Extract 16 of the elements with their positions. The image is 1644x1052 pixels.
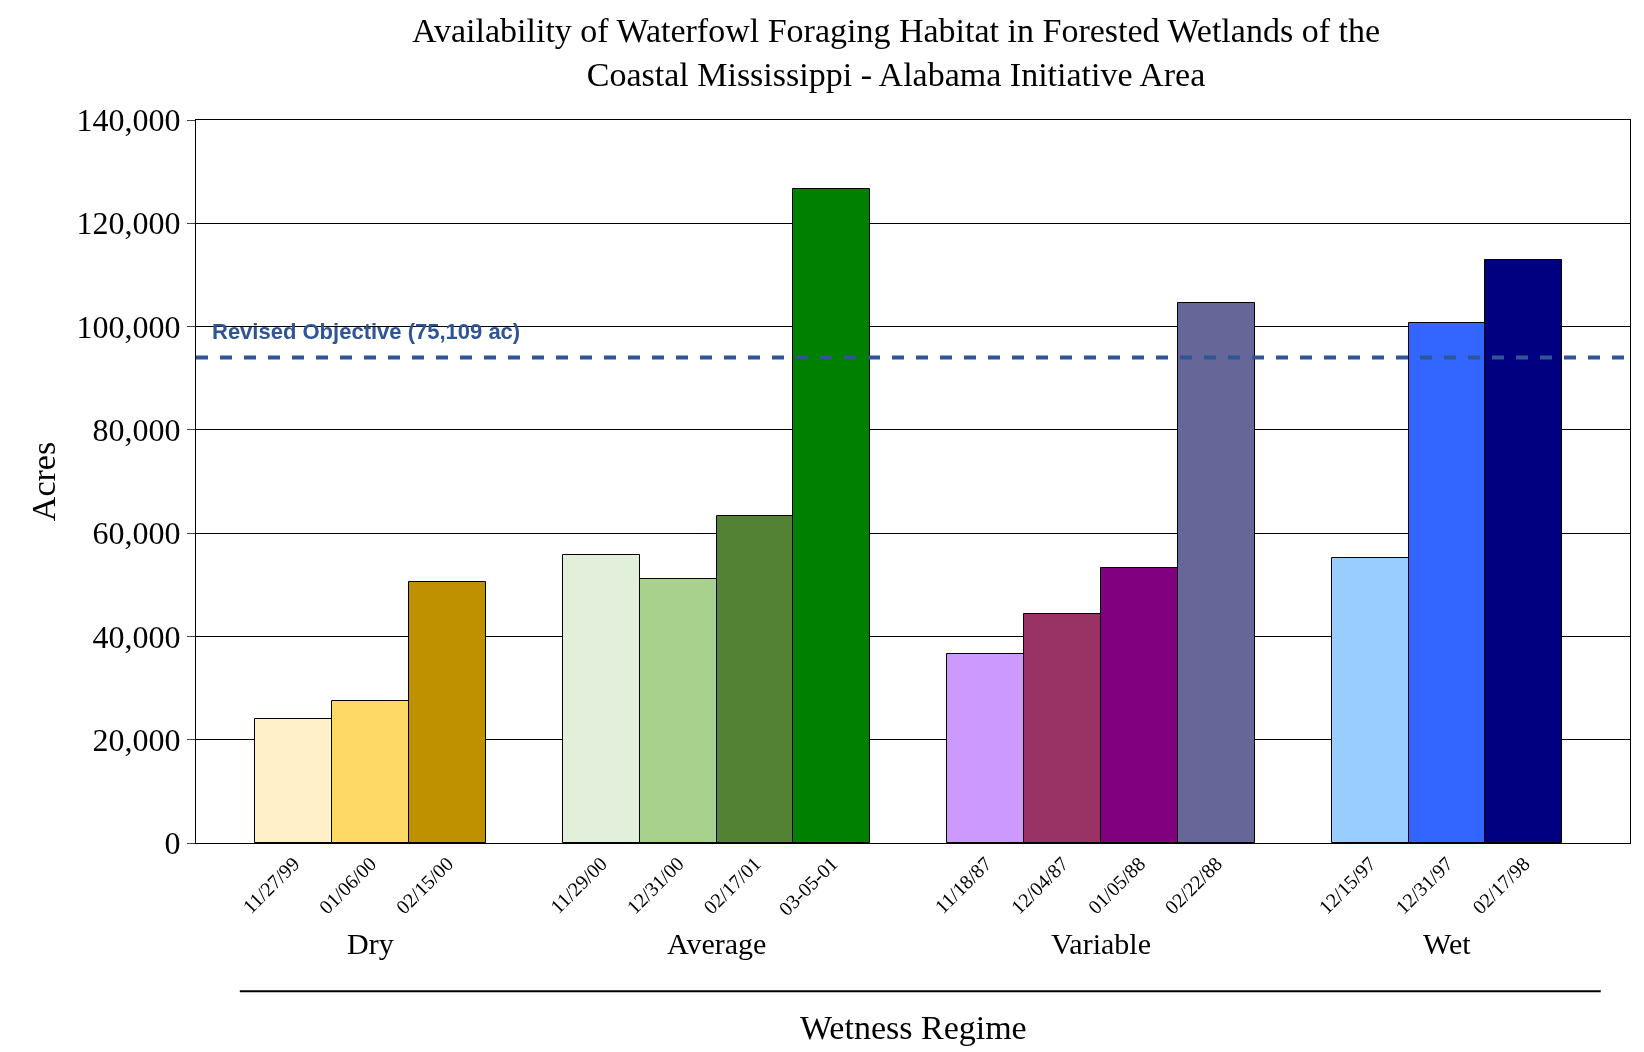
y-tick-label: 40,000 — [92, 618, 181, 655]
text: Variable — [1051, 927, 1151, 960]
text: Dry — [347, 927, 394, 960]
text: Wet — [1423, 927, 1472, 960]
y-tick-label: 20,000 — [92, 721, 181, 758]
y-tick-label: 0 — [164, 825, 181, 862]
y-axis-title: Acres — [25, 441, 63, 522]
chart-title: Availability of Waterfowl Foraging Habitat in Forested Wetlands of the Coastal Mississippi - Alabama Initiative Area — [411, 12, 1380, 94]
y-tick-label: 140,000 — [76, 102, 181, 139]
y-tick-label: 60,000 — [92, 515, 181, 552]
y-tick-label: 100,000 — [76, 308, 181, 345]
text: Average — [667, 927, 767, 960]
x-axis-title: Wetness Regime — [800, 1009, 1027, 1046]
ref-line-label: Revised Objective (75,109 ac) — [212, 319, 521, 344]
y-tick-label: 120,000 — [76, 205, 181, 242]
y-tick-label: 80,000 — [92, 412, 181, 449]
